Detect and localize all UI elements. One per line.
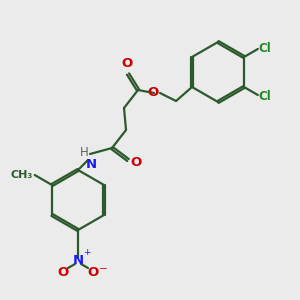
Text: CH₃: CH₃ xyxy=(11,170,33,180)
Text: O: O xyxy=(87,266,99,280)
Text: N: N xyxy=(73,254,84,266)
Text: +: + xyxy=(83,248,91,257)
Text: −: − xyxy=(99,264,108,274)
Text: O: O xyxy=(130,155,141,169)
Text: O: O xyxy=(122,57,133,70)
Text: H: H xyxy=(80,146,89,158)
Text: Cl: Cl xyxy=(259,89,272,103)
Text: Cl: Cl xyxy=(259,41,272,55)
Text: N: N xyxy=(85,158,97,171)
Text: O: O xyxy=(57,266,69,280)
Text: O: O xyxy=(148,86,159,100)
